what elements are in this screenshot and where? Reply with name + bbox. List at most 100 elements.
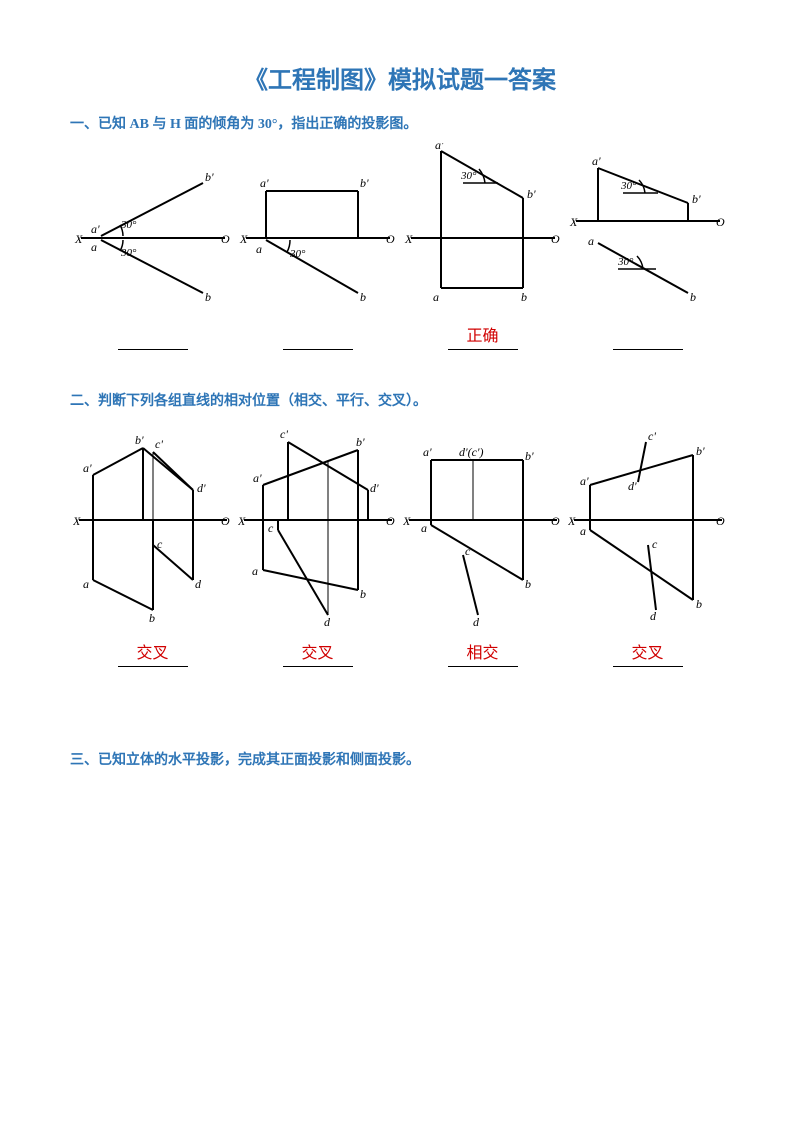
lbl-c: c (652, 537, 658, 551)
lbl-bp: b' (205, 170, 214, 184)
lbl-b: b (205, 290, 211, 304)
lbl-bp: b' (527, 187, 536, 201)
lbl-X: X (569, 215, 578, 229)
lbl-ang2: 30° (617, 256, 634, 268)
lbl-ap: a' (91, 222, 100, 236)
lbl-O: O (716, 514, 725, 528)
lbl-c: c (157, 537, 163, 551)
q3-heading: 三、已知立体的水平投影，完成其正面投影和侧面投影。 (70, 749, 730, 769)
q2-heading: 二、判断下列各组直线的相对位置（相交、平行、交叉）。 (70, 390, 730, 410)
q1-ans3: 正确 (448, 327, 518, 350)
lbl-ap: a' (435, 143, 444, 152)
q1-fig1: X O a' a b' b 30° 30° (70, 163, 235, 313)
lbl-O: O (551, 232, 560, 246)
lbl-cp: c' (648, 429, 656, 443)
lbl-O: O (386, 232, 395, 246)
q2-fig3: X O a' d'(c') b' a b c d (400, 420, 565, 630)
q1-ans1 (118, 327, 188, 350)
lbl-X: X (404, 232, 413, 246)
lbl-X: X (73, 514, 81, 528)
q2-fig3-svg: X O a' d'(c') b' a b c d (403, 420, 563, 630)
q1-fig1-svg: X O a' a b' b 30° 30° (73, 163, 233, 313)
q2-ans3: 相交 (448, 644, 518, 667)
lbl-cp: c' (280, 427, 288, 441)
q2-fig1-svg: X O a' b' c' d' a b c d (73, 420, 233, 630)
lbl-ang: 30° (460, 170, 477, 182)
lbl-a: a (83, 577, 89, 591)
q1-heading: 一、已知 AB 与 H 面的倾角为 30°，指出正确的投影图。 (70, 113, 730, 133)
q2-ans1: 交叉 (118, 644, 188, 667)
lbl-X: X (403, 514, 411, 528)
q2-fig2-svg: X O a' b' c' d' a b c d (238, 420, 398, 630)
lbl-dp: d' (370, 481, 379, 495)
q1-figures: X O a' a b' b 30° 30° (70, 143, 730, 313)
q2-ans4: 交叉 (613, 644, 683, 667)
lbl-ap: a' (423, 445, 432, 459)
lbl-ap: a' (592, 154, 601, 168)
lbl-b: b (525, 577, 531, 591)
lbl-O: O (386, 514, 395, 528)
lbl-d: d (473, 615, 480, 629)
lbl-ang1: 30° (620, 180, 637, 192)
lbl-bp: b' (692, 192, 701, 206)
lbl-ang: 30° (289, 248, 306, 260)
lbl-ang2: 30° (120, 247, 137, 259)
lbl-b: b (149, 611, 155, 625)
lbl-dpcp: d'(c') (459, 445, 483, 459)
lbl-b: b (696, 597, 702, 611)
q2-fig4: X O a' b' c' d' a b c d (565, 420, 730, 630)
q2-answers: 交叉 交叉 相交 交叉 (70, 644, 730, 667)
q1-fig2-svg: X O a' b' a b 30° (238, 163, 398, 313)
lbl-b: b (360, 587, 366, 601)
lbl-ap: a' (580, 474, 589, 488)
lbl-d: d (195, 577, 202, 591)
lbl-d: d (324, 615, 331, 629)
q2-ans2: 交叉 (283, 644, 353, 667)
lbl-O: O (551, 514, 560, 528)
lbl-a: a (91, 240, 97, 254)
q1-fig2: X O a' b' a b 30° (235, 163, 400, 313)
lbl-dp: d' (197, 481, 206, 495)
lbl-a: a (588, 234, 594, 248)
lbl-b: b (690, 290, 696, 304)
lbl-O: O (221, 514, 230, 528)
lbl-X: X (74, 232, 83, 246)
lbl-a: a (256, 242, 262, 256)
lbl-ap: a' (260, 176, 269, 190)
page-title: 《工程制图》模拟试题一答案 (70, 60, 730, 95)
q1-answers: 正确 (70, 327, 730, 350)
lbl-c: c (268, 521, 274, 535)
q2-fig2: X O a' b' c' d' a b c d (235, 420, 400, 630)
lbl-X: X (239, 232, 248, 246)
lbl-O: O (716, 215, 725, 229)
q1-ans2 (283, 327, 353, 350)
lbl-cp: c' (155, 437, 163, 451)
lbl-X: X (568, 514, 576, 528)
lbl-ap: a' (253, 471, 262, 485)
lbl-a: a (421, 521, 427, 535)
lbl-a: a (580, 524, 586, 538)
lbl-X: X (238, 514, 246, 528)
q1-fig4: X O a' b' a b 30° 30° (565, 143, 730, 313)
lbl-bp: b' (135, 433, 144, 447)
q1-fig3: X O a' b' a b 30° (400, 143, 565, 313)
lbl-c: c (465, 544, 471, 558)
q1-ans4 (613, 327, 683, 350)
lbl-d: d (650, 609, 657, 623)
document-page: 《工程制图》模拟试题一答案 一、已知 AB 与 H 面的倾角为 30°，指出正确… (0, 0, 800, 815)
lbl-dp: d' (628, 479, 637, 493)
lbl-bp: b' (360, 176, 369, 190)
lbl-a: a (433, 290, 439, 304)
lbl-ang1: 30° (120, 219, 137, 231)
lbl-bp: b' (356, 435, 365, 449)
lbl-a: a (252, 564, 258, 578)
lbl-O: O (221, 232, 230, 246)
lbl-ap: a' (83, 461, 92, 475)
lbl-b: b (521, 290, 527, 304)
lbl-bp: b' (525, 449, 534, 463)
q2-figures: X O a' b' c' d' a b c d (70, 420, 730, 630)
q1-fig4-svg: X O a' b' a b 30° 30° (568, 143, 728, 313)
q1-fig3-svg: X O a' b' a b 30° (403, 143, 563, 313)
lbl-b: b (360, 290, 366, 304)
q2-fig1: X O a' b' c' d' a b c d (70, 420, 235, 630)
